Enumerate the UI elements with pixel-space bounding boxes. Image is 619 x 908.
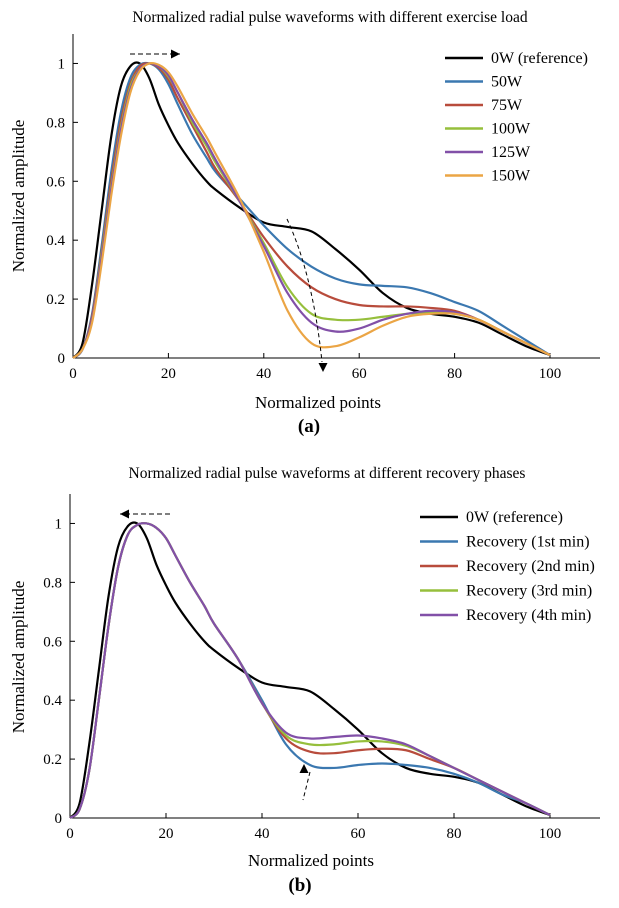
x-tick-label: 60 [352, 366, 367, 382]
x-tick-label: 20 [161, 366, 176, 382]
x-tick-label: 80 [447, 826, 462, 842]
annotation-arrowhead-1 [299, 764, 309, 773]
y-tick-label: 0.4 [46, 233, 65, 249]
x-tick-label: 20 [159, 826, 174, 842]
y-tick-label: 0.4 [43, 693, 62, 709]
legend-label-4: Recovery (4th min) [466, 607, 591, 624]
y-tick-label: 0.6 [46, 174, 65, 190]
legend-label-1: Recovery (1st min) [466, 534, 590, 551]
series-line-5 [72, 61, 551, 359]
y-tick-label: 1 [58, 56, 66, 72]
x-tick-label: 60 [351, 826, 366, 842]
legend-label-2: Recovery (2nd min) [466, 558, 595, 575]
y-tick-label: 0.2 [43, 752, 62, 768]
x-tick-label: 40 [256, 366, 271, 382]
x-tick-label: 0 [66, 826, 74, 842]
x-axis-label: Normalized points [255, 393, 381, 412]
series-line-4 [69, 522, 551, 819]
series-line-0 [72, 61, 551, 359]
y-tick-label: 0.8 [46, 115, 65, 131]
x-axis-label: Normalized points [248, 851, 374, 870]
x-tick-label: 40 [255, 826, 270, 842]
chart-a: Normalized radial pulse waveforms with d… [9, 9, 600, 437]
annotation-arrowhead-0 [120, 509, 129, 519]
y-axis-label: Normalized amplitude [9, 120, 28, 272]
legend-label-4: 125W [491, 144, 531, 161]
legend-label-5: 150W [491, 168, 531, 185]
series-line-3 [72, 62, 551, 359]
x-tick-label: 80 [447, 366, 462, 382]
legend-label-0: 0W (reference) [466, 509, 563, 526]
x-tick-label: 100 [539, 826, 562, 842]
panel-label: (b) [288, 875, 311, 896]
y-tick-label: 1 [55, 516, 63, 532]
annotation-arrow-1 [286, 218, 323, 363]
chart-title: Normalized radial pulse waveforms at dif… [129, 465, 526, 482]
legend-label-3: 100W [491, 121, 531, 138]
y-tick-label: 0.2 [46, 292, 65, 308]
y-tick-label: 0 [55, 811, 63, 827]
panel-label: (a) [298, 416, 320, 437]
series-line-1 [72, 61, 551, 359]
annotation-arrowhead-0 [171, 49, 180, 59]
annotation-arrowhead-1 [318, 363, 328, 372]
y-tick-label: 0.6 [43, 634, 62, 650]
y-axis-label: Normalized amplitude [9, 581, 28, 733]
x-tick-label: 100 [539, 366, 562, 382]
series-line-0 [69, 521, 551, 819]
y-tick-label: 0.8 [43, 575, 62, 591]
legend-label-1: 50W [491, 74, 523, 91]
legend-label-0: 0W (reference) [491, 50, 588, 67]
chart-b: Normalized radial pulse waveforms at dif… [9, 465, 600, 896]
annotation-arrow-1 [302, 771, 311, 801]
x-tick-label: 0 [69, 366, 77, 382]
legend-label-2: 75W [491, 97, 523, 114]
legend-label-3: Recovery (3rd min) [466, 583, 592, 600]
y-tick-label: 0 [58, 351, 66, 367]
chart-title: Normalized radial pulse waveforms with d… [132, 9, 527, 26]
